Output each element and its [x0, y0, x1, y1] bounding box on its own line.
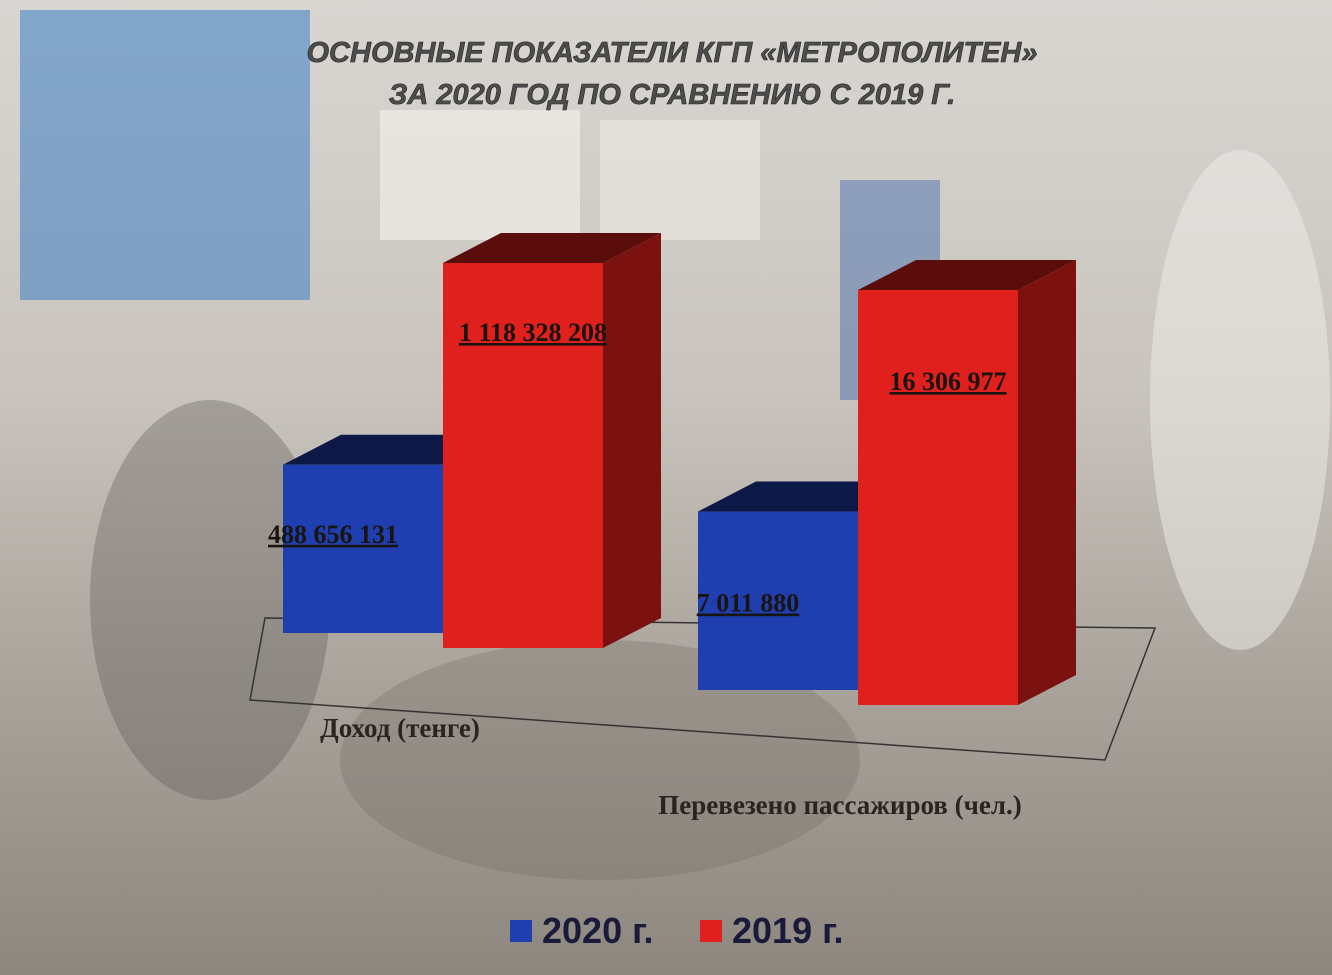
bar — [858, 290, 1018, 705]
legend-swatch — [700, 920, 722, 942]
chart: ОСНОВНЫЕ ПОКАЗАТЕЛИ КГП «МЕТРОПОЛИТЕН» З… — [0, 0, 1332, 975]
bar — [283, 465, 443, 633]
value-label: 7 011 880 — [697, 589, 800, 618]
slide: ОСНОВНЫЕ ПОКАЗАТЕЛИ КГП «МЕТРОПОЛИТЕН» З… — [0, 0, 1332, 975]
legend-label: 2020 г. — [542, 910, 653, 951]
x-tick-label: Перевезено пассажиров (чел.) — [640, 787, 1040, 824]
legend-swatch — [510, 920, 532, 942]
x-tick-label: Доход (тенге) — [270, 713, 530, 744]
legend-label: 2019 г. — [732, 910, 843, 951]
window — [380, 110, 580, 240]
value-label: 488 656 131 — [268, 520, 398, 549]
bar-side — [603, 233, 661, 648]
poster — [20, 10, 310, 300]
value-label: 1 118 328 208 — [459, 318, 607, 347]
value-label: 16 306 977 — [890, 367, 1007, 396]
window — [600, 120, 760, 240]
chart-title: ОСНОВНЫЕ ПОКАЗАТЕЛИ КГП «МЕТРОПОЛИТЕН» — [307, 37, 1038, 69]
bar-side — [1018, 260, 1076, 705]
person — [1150, 150, 1330, 650]
chart-subtitle: ЗА 2020 ГОД ПО СРАВНЕНИЮ С 2019 Г. — [389, 79, 956, 111]
